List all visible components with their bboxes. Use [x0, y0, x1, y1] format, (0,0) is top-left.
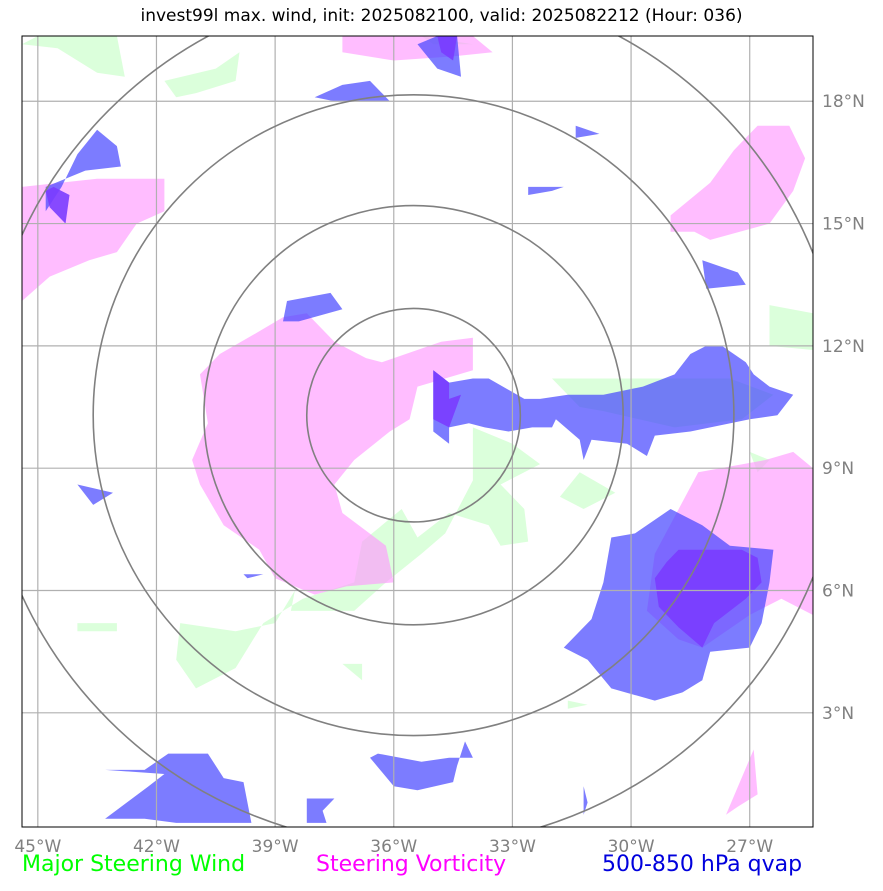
- range-rings: [22, 36, 813, 827]
- x-tick-label: 30°W: [608, 837, 655, 857]
- legend-wind: Major Steering Wind: [22, 852, 246, 877]
- y-axis-labels: 3°N 6°N 9°N 12°N 15°N 18°N: [822, 92, 865, 724]
- chart-title: invest99l max. wind, init: 2025082100, v…: [140, 6, 743, 26]
- x-axis-labels: 45°W 42°W 39°W 36°W 33°W 30°W 27°W: [14, 837, 773, 857]
- y-tick-label: 9°N: [822, 459, 854, 479]
- qvap-region: [370, 741, 473, 791]
- qvap-region: [575, 125, 600, 138]
- wind-region: [342, 663, 363, 681]
- legend-qvap: 500-850 hPa qvap: [602, 852, 803, 877]
- qvap-region: [702, 260, 746, 289]
- vort-region: [192, 313, 473, 595]
- overlap-region: [437, 36, 458, 61]
- field-layers: [22, 36, 813, 827]
- qvap-region: [105, 753, 252, 823]
- wind-region: [769, 305, 813, 350]
- qvap-region: [583, 786, 588, 815]
- y-tick-label: 12°N: [822, 337, 865, 357]
- vort-region: [726, 749, 758, 815]
- overlap-region: [654, 549, 762, 648]
- y-tick-label: 15°N: [822, 215, 865, 235]
- qvap-region: [306, 798, 343, 823]
- wind-region: [164, 52, 240, 98]
- wind-region: [77, 623, 117, 632]
- qvap-region: [243, 574, 264, 579]
- overlap-region: [45, 186, 70, 224]
- plot-frame: [21, 35, 814, 828]
- x-tick-label: 45°W: [14, 837, 61, 857]
- range-ring: [92, 94, 735, 737]
- qvap-region: [77, 484, 113, 505]
- qvap-region: [283, 292, 343, 322]
- qvap-region: [433, 345, 794, 460]
- x-tick-label: 42°W: [133, 837, 180, 857]
- x-tick-label: 27°W: [726, 837, 773, 857]
- qvap-region: [528, 186, 564, 195]
- x-tick-label: 36°W: [370, 837, 417, 857]
- y-tick-label: 18°N: [822, 92, 865, 112]
- vort-region: [342, 36, 493, 61]
- y-tick-label: 6°N: [822, 582, 854, 602]
- range-ring: [305, 307, 522, 523]
- wind-region: [559, 472, 616, 509]
- x-tick-label: 39°W: [252, 837, 299, 857]
- qvap-region: [615, 822, 639, 827]
- vort-region: [670, 125, 806, 240]
- wind-region: [22, 36, 125, 77]
- y-tick-label: 3°N: [822, 704, 854, 724]
- qvap-region: [314, 80, 390, 102]
- wind-region: [176, 427, 541, 689]
- vort-region: [22, 178, 165, 301]
- qvap-region: [45, 129, 121, 212]
- legend-vorticity: Steering Vorticity: [316, 852, 507, 877]
- x-tick-label: 33°W: [489, 837, 536, 857]
- overlap-region: [433, 370, 461, 428]
- range-ring: [203, 204, 624, 626]
- grid-lines: [22, 36, 813, 827]
- wind-region: [567, 700, 588, 709]
